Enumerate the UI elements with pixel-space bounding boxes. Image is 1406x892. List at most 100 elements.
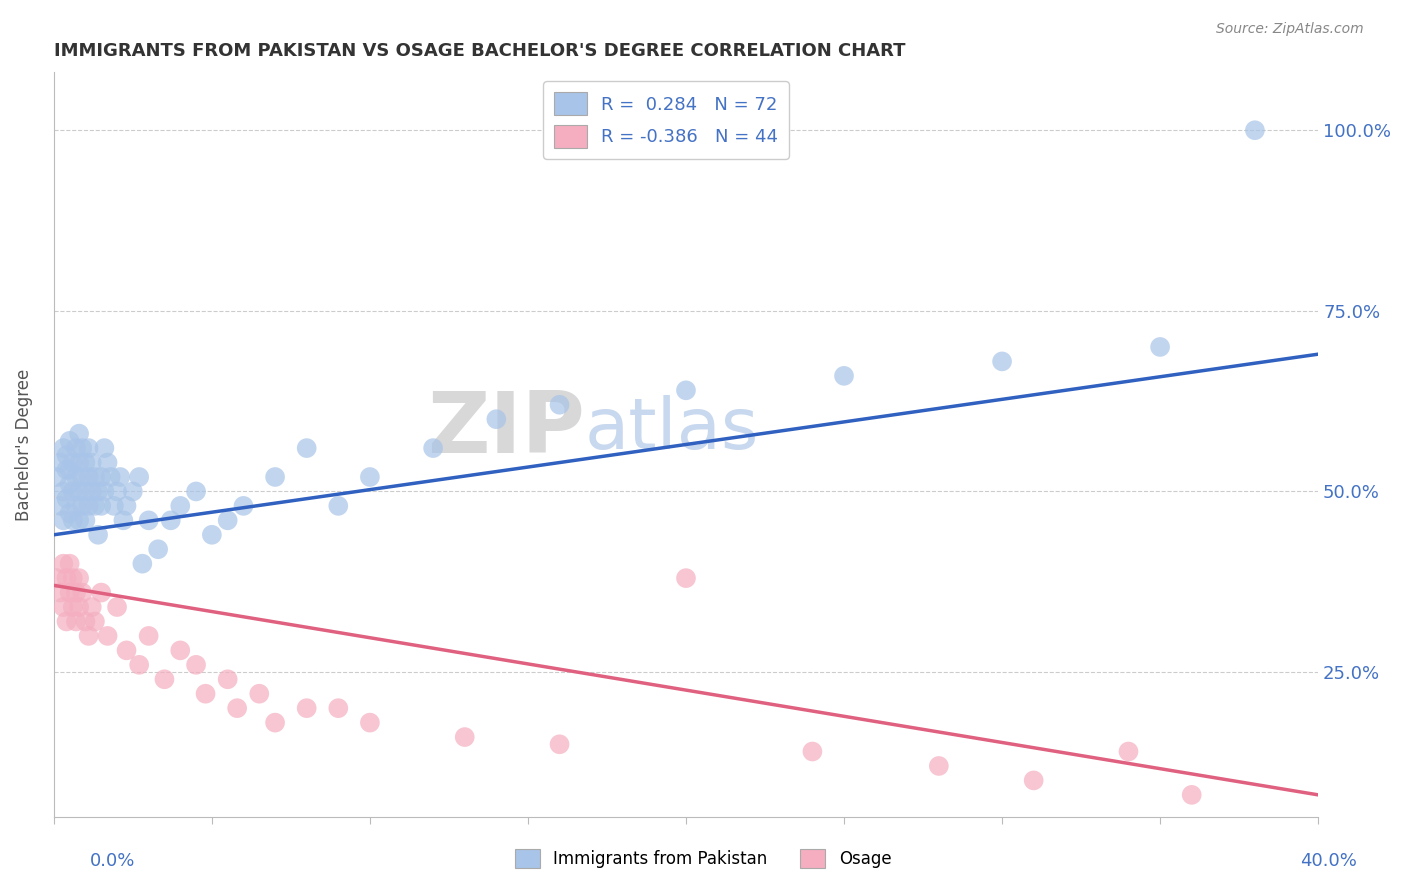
Point [359, 715, 381, 730]
Y-axis label: Bachelor's Degree: Bachelor's Degree [15, 368, 32, 521]
Point [72, 585, 94, 599]
Point [67, 600, 90, 615]
Point [77, 629, 100, 643]
Point [217, 513, 239, 527]
Point [62, 484, 84, 499]
Point [146, 542, 169, 557]
Point [52, 513, 75, 527]
Point [62, 571, 84, 585]
Point [184, 484, 207, 499]
Point [90, 499, 112, 513]
Point [55, 448, 77, 462]
Point [72, 499, 94, 513]
Point [55, 571, 77, 585]
Point [67, 513, 90, 527]
Point [52, 484, 75, 499]
Point [138, 629, 160, 643]
Point [264, 470, 287, 484]
Point [1118, 745, 1140, 759]
Point [55, 463, 77, 477]
Text: IMMIGRANTS FROM PAKISTAN VS OSAGE BACHELOR'S DEGREE CORRELATION CHART: IMMIGRANTS FROM PAKISTAN VS OSAGE BACHEL… [53, 42, 905, 60]
Point [264, 715, 287, 730]
Point [65, 470, 87, 484]
Point [138, 513, 160, 527]
Point [115, 499, 138, 513]
Point [72, 470, 94, 484]
Point [295, 441, 318, 455]
Point [1244, 123, 1267, 137]
Point [59, 585, 82, 599]
Point [226, 701, 249, 715]
Point [1149, 340, 1171, 354]
Point [93, 484, 115, 499]
Point [67, 571, 90, 585]
Point [67, 426, 90, 441]
Point [52, 557, 75, 571]
Text: 0.0%: 0.0% [90, 852, 135, 870]
Point [232, 499, 254, 513]
Point [121, 484, 143, 499]
Point [422, 441, 444, 455]
Point [55, 615, 77, 629]
Point [59, 506, 82, 520]
Point [77, 470, 100, 484]
Point [548, 737, 571, 751]
Point [65, 499, 87, 513]
Point [65, 615, 87, 629]
Point [128, 657, 150, 672]
Point [328, 499, 350, 513]
Point [75, 513, 97, 527]
Point [84, 470, 107, 484]
Text: 40.0%: 40.0% [1301, 852, 1357, 870]
Point [928, 759, 950, 773]
Point [90, 470, 112, 484]
Point [328, 701, 350, 715]
Point [84, 499, 107, 513]
Point [62, 456, 84, 470]
Point [67, 484, 90, 499]
Point [991, 354, 1014, 368]
Point [90, 585, 112, 599]
Point [65, 441, 87, 455]
Point [217, 673, 239, 687]
Point [75, 456, 97, 470]
Point [46, 571, 69, 585]
Point [131, 557, 153, 571]
Point [169, 499, 191, 513]
Point [359, 470, 381, 484]
Text: ZIP: ZIP [427, 388, 585, 471]
Point [59, 463, 82, 477]
Point [100, 470, 122, 484]
Point [59, 434, 82, 448]
Point [49, 585, 72, 599]
Point [93, 441, 115, 455]
Point [80, 600, 103, 615]
Point [184, 657, 207, 672]
Point [675, 571, 697, 585]
Point [75, 615, 97, 629]
Point [675, 384, 697, 398]
Legend: R =  0.284   N = 72, R = -0.386   N = 44: R = 0.284 N = 72, R = -0.386 N = 44 [543, 81, 789, 159]
Point [80, 456, 103, 470]
Point [59, 557, 82, 571]
Point [55, 491, 77, 506]
Point [548, 398, 571, 412]
Point [80, 484, 103, 499]
Point [77, 441, 100, 455]
Point [52, 441, 75, 455]
Point [52, 600, 75, 615]
Point [77, 499, 100, 513]
Point [295, 701, 318, 715]
Point [201, 528, 224, 542]
Point [103, 499, 125, 513]
Point [97, 629, 120, 643]
Point [97, 456, 120, 470]
Legend: Immigrants from Pakistan, Osage: Immigrants from Pakistan, Osage [508, 842, 898, 875]
Point [87, 484, 110, 499]
Point [62, 513, 84, 527]
Point [105, 600, 128, 615]
Point [1022, 773, 1045, 788]
Point [67, 456, 90, 470]
Point [105, 484, 128, 499]
Point [485, 412, 508, 426]
